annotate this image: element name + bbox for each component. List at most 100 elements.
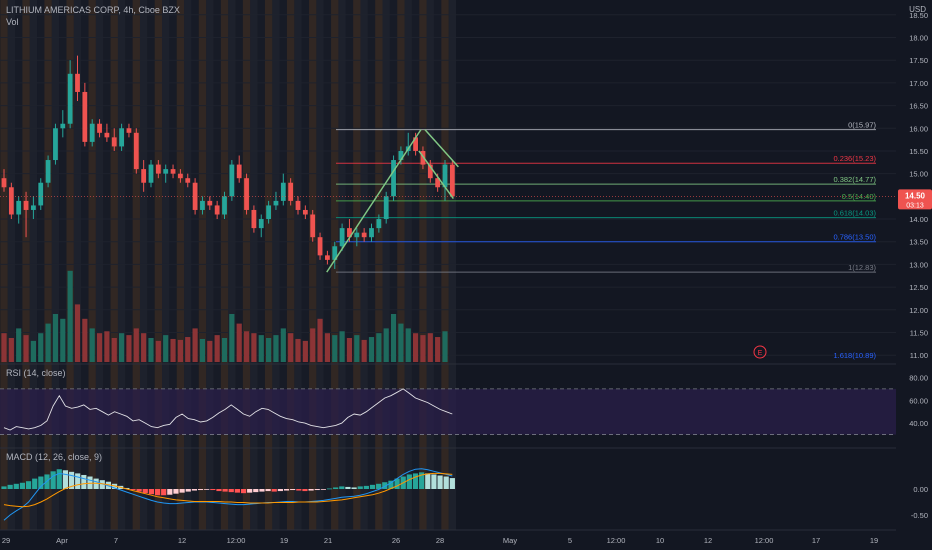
session-band	[309, 0, 317, 530]
volume-bar	[310, 328, 316, 362]
session-band	[279, 0, 287, 530]
macd-histogram-bar	[234, 489, 240, 493]
session-band	[66, 0, 74, 530]
candle-body	[266, 205, 271, 220]
volume-bar	[435, 337, 441, 362]
volume-bar	[148, 338, 154, 362]
session-band	[360, 0, 368, 530]
candle-body	[339, 228, 345, 247]
rsi-tick-label: 80.00	[909, 373, 928, 382]
macd-histogram-bar	[388, 480, 394, 489]
macd-histogram-bar	[333, 487, 339, 489]
session-band	[198, 0, 207, 530]
session-band	[441, 0, 449, 530]
session-band	[272, 0, 280, 530]
candle-body	[442, 164, 448, 188]
macd-histogram-bar	[32, 478, 38, 489]
macd-histogram-bar	[161, 489, 167, 496]
macd-histogram-bar	[99, 480, 105, 489]
fib-level-label: 1.618(10.89)	[833, 351, 876, 360]
macd-histogram-bar	[449, 478, 455, 489]
flag-lower-trendline	[418, 150, 454, 200]
time-tick-label: 12	[178, 536, 186, 545]
candle-body	[23, 200, 29, 210]
candle-body	[200, 200, 205, 210]
candle-body	[258, 219, 264, 229]
earnings-marker-circle	[753, 345, 767, 359]
time-tick-label: 28	[436, 536, 444, 545]
macd-histogram-bar	[185, 489, 191, 492]
current-price-tag	[898, 189, 932, 210]
macd-histogram-bar	[382, 482, 388, 489]
session-band	[257, 0, 265, 530]
volume-bar	[1, 333, 7, 362]
price-candles	[0, 55, 896, 269]
macd-histogram-bar	[271, 489, 277, 492]
session-band	[29, 0, 38, 530]
symbol-title[interactable]: LITHIUM AMERICAS CORP, 4h, Cboe BZX	[6, 5, 180, 15]
earnings-marker[interactable]: E	[753, 345, 767, 359]
session-band	[367, 0, 376, 530]
price-axis[interactable]: 18.50 18.00 17.50 17.00 16.50 16.00 15.50 15.00…	[898, 0, 932, 530]
time-axis[interactable]: 29 Apr 7 12 12:00 19 21 26 28 May 5 12:00 10 12 12:00 1…	[2, 536, 878, 545]
session-band	[110, 0, 118, 530]
rsi-indicator-label[interactable]: RSI (14, close)	[6, 368, 66, 378]
volume-bar	[96, 333, 103, 362]
volume-bar	[368, 337, 375, 362]
volume-bar	[324, 333, 330, 362]
macd-histogram-bar	[394, 478, 400, 489]
macd-histogram-bar	[13, 483, 19, 489]
fib-level-label: 0.618(14.03)	[833, 209, 876, 218]
candle-body	[347, 228, 352, 238]
volume-indicator-label[interactable]: Vol	[6, 17, 19, 27]
volume-bar	[214, 335, 220, 362]
volume-bar	[427, 333, 433, 362]
candle-body	[383, 196, 389, 220]
session-band	[448, 0, 457, 530]
candle-body	[155, 164, 161, 174]
price-tick-label: 17.50	[909, 56, 928, 65]
time-tick-label: 12	[704, 536, 712, 545]
candle-body	[45, 160, 51, 183]
session-band	[169, 0, 177, 530]
candle-body	[60, 123, 66, 129]
candle-body	[332, 246, 338, 260]
macd-tick-label: 0.00	[913, 485, 928, 494]
candle-body	[207, 200, 213, 206]
volume-bar	[23, 335, 29, 362]
candle-body	[251, 209, 257, 229]
macd-histogram-bar	[179, 489, 185, 493]
volume-bar	[111, 338, 117, 362]
candle-body	[141, 169, 147, 183]
candle-body	[295, 200, 301, 210]
candle-body	[222, 196, 227, 215]
session-band	[59, 0, 67, 530]
macd-histogram-bar	[1, 486, 7, 489]
macd-histogram-bar	[105, 481, 112, 489]
volume-bar	[221, 338, 228, 362]
macd-histogram-bar	[406, 474, 412, 489]
macd-histogram-bar	[247, 489, 253, 493]
volume-bar	[236, 323, 242, 362]
macd-histogram-bar	[130, 489, 136, 491]
macd-histogram-bar	[425, 473, 431, 489]
volume-bar	[243, 331, 250, 362]
price-tick-label: 15.00	[909, 170, 928, 179]
candle-body	[53, 128, 58, 161]
session-band	[154, 0, 163, 530]
candle-body	[185, 178, 191, 183]
rsi-pane	[0, 388, 896, 435]
fib-level-label: 1(12.83)	[848, 263, 876, 272]
macd-tick-label: -0.50	[911, 511, 928, 520]
macd-histogram-bar	[167, 489, 173, 495]
volume-bar	[442, 331, 448, 362]
volume-bar	[177, 339, 183, 362]
volume-bar	[82, 318, 88, 362]
volume-bar	[133, 328, 139, 362]
fibonacci-retracement[interactable]: 0(15.97) 0.236(15.23) 0.382(14.77) 0.5(14.4…	[336, 121, 876, 361]
time-tick-label: 19	[280, 536, 288, 545]
trendlines[interactable]	[326, 129, 459, 273]
candle-body	[104, 132, 110, 138]
macd-indicator-label[interactable]: MACD (12, 26, close, 9)	[6, 452, 103, 462]
